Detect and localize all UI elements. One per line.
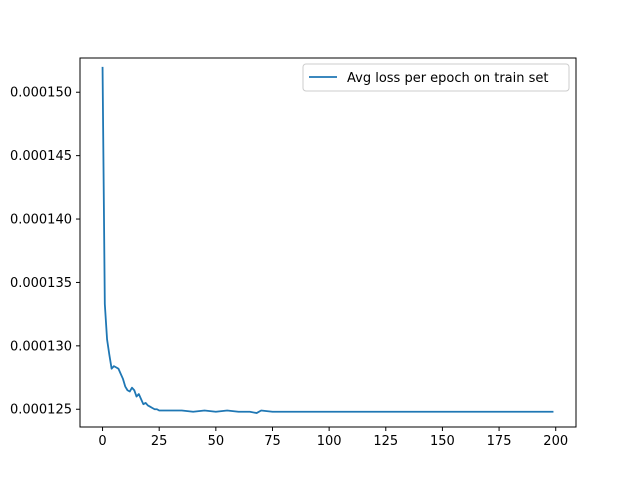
y-axis: 0.000125 0.000130 0.000135 0.000140 0.000145… bbox=[10, 86, 80, 418]
x-tick-label: 50 bbox=[208, 434, 225, 449]
x-axis: 0 25 50 75 100 125 150 175 200 bbox=[98, 427, 568, 449]
y-tick-label: 0.000135 bbox=[10, 276, 72, 291]
plot-frame bbox=[79, 57, 577, 428]
y-tick-label: 0.000150 bbox=[10, 86, 72, 101]
x-tick-label: 200 bbox=[543, 434, 568, 449]
x-tick-label: 125 bbox=[373, 434, 398, 449]
y-tick-label: 0.000140 bbox=[10, 213, 72, 228]
x-tick-label: 75 bbox=[264, 434, 281, 449]
legend-label: Avg loss per epoch on train set bbox=[347, 71, 549, 86]
y-tick-label: 0.000145 bbox=[10, 149, 72, 164]
legend: Avg loss per epoch on train set bbox=[302, 63, 570, 92]
y-tick-label: 0.000125 bbox=[10, 403, 72, 418]
y-tick-label: 0.000130 bbox=[10, 339, 72, 354]
x-tick-label: 175 bbox=[487, 434, 512, 449]
series-layer bbox=[101, 66, 554, 414]
x-tick-label: 150 bbox=[430, 434, 455, 449]
series-line bbox=[101, 66, 554, 414]
x-tick-label: 25 bbox=[151, 434, 168, 449]
x-tick-label: 0 bbox=[98, 434, 106, 449]
plot-area bbox=[79, 57, 577, 428]
legend-box bbox=[302, 63, 570, 92]
x-tick-label: 100 bbox=[317, 434, 342, 449]
